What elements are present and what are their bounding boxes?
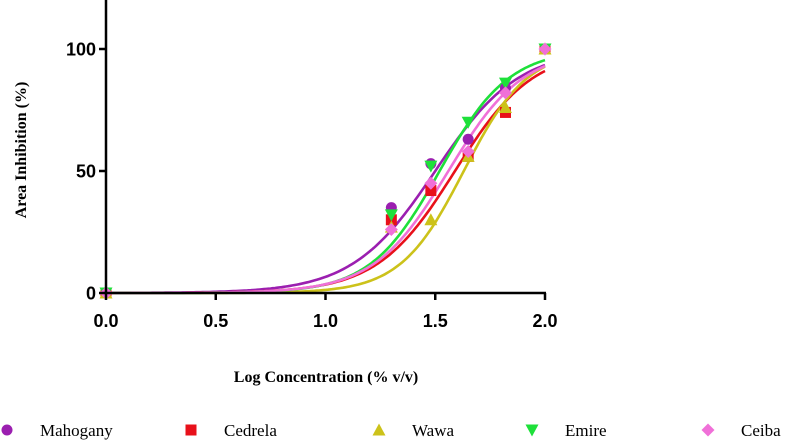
legend: Mahogany Cedrela Wawa Emire Ceiba: [1, 421, 781, 440]
data-point-ceiba: [384, 223, 398, 237]
legend-marker-ceiba: [701, 423, 715, 437]
fit-curve-ceiba: [106, 64, 546, 295]
x-tick-label: 0.5: [203, 311, 228, 331]
x-axis-title: Log Concentration (% v/v): [234, 369, 418, 386]
data-point-emire: [498, 77, 512, 90]
data-point-emire: [424, 160, 438, 173]
data-point-wawa: [498, 101, 512, 114]
x-tick-label: 2.0: [532, 311, 557, 331]
y-axis-ticks: 0 50 100: [66, 40, 106, 304]
legend-label-wawa: Wawa: [412, 421, 455, 440]
legend-marker-cedrela: [185, 424, 197, 436]
data-point-emire: [461, 116, 475, 129]
data-point-emire: [384, 209, 398, 222]
fit-curve-mahogany: [106, 63, 546, 295]
x-tick-label: 1.0: [313, 311, 338, 331]
fit-curve-emire: [106, 58, 546, 295]
fit-curves: [106, 58, 546, 295]
legend-label-ceiba: Ceiba: [741, 421, 781, 440]
data-point-ceiba: [498, 86, 512, 100]
legend-marker-emire: [525, 424, 539, 437]
legend-marker-wawa: [372, 423, 386, 436]
y-tick-label: 50: [76, 162, 96, 182]
fit-curve-cedrela: [106, 69, 546, 295]
fit-curve-wawa: [106, 65, 546, 295]
x-tick-label: 1.5: [423, 311, 448, 331]
y-tick-label: 0: [86, 284, 96, 304]
x-axis-ticks: 0.0 0.5 1.0 1.5 2.0: [93, 293, 558, 331]
data-point-ceiba: [461, 144, 475, 158]
data-point-ceiba: [538, 42, 552, 56]
plot-area: [99, 42, 552, 300]
legend-label-cedrela: Cedrela: [224, 421, 277, 440]
data-point-cedrela: [425, 185, 437, 197]
data-point-ceiba: [424, 176, 438, 190]
y-tick-label: 100: [66, 40, 96, 60]
legend-marker-mahogany: [1, 424, 13, 436]
data-point-mahogany: [462, 133, 474, 145]
y-axis-title: Area Inhibition (%): [13, 82, 30, 219]
x-tick-label: 0.0: [93, 311, 118, 331]
legend-label-mahogany: Mahogany: [40, 421, 113, 440]
legend-label-emire: Emire: [565, 421, 607, 440]
data-markers: [99, 42, 552, 300]
data-point-wawa: [424, 213, 438, 226]
